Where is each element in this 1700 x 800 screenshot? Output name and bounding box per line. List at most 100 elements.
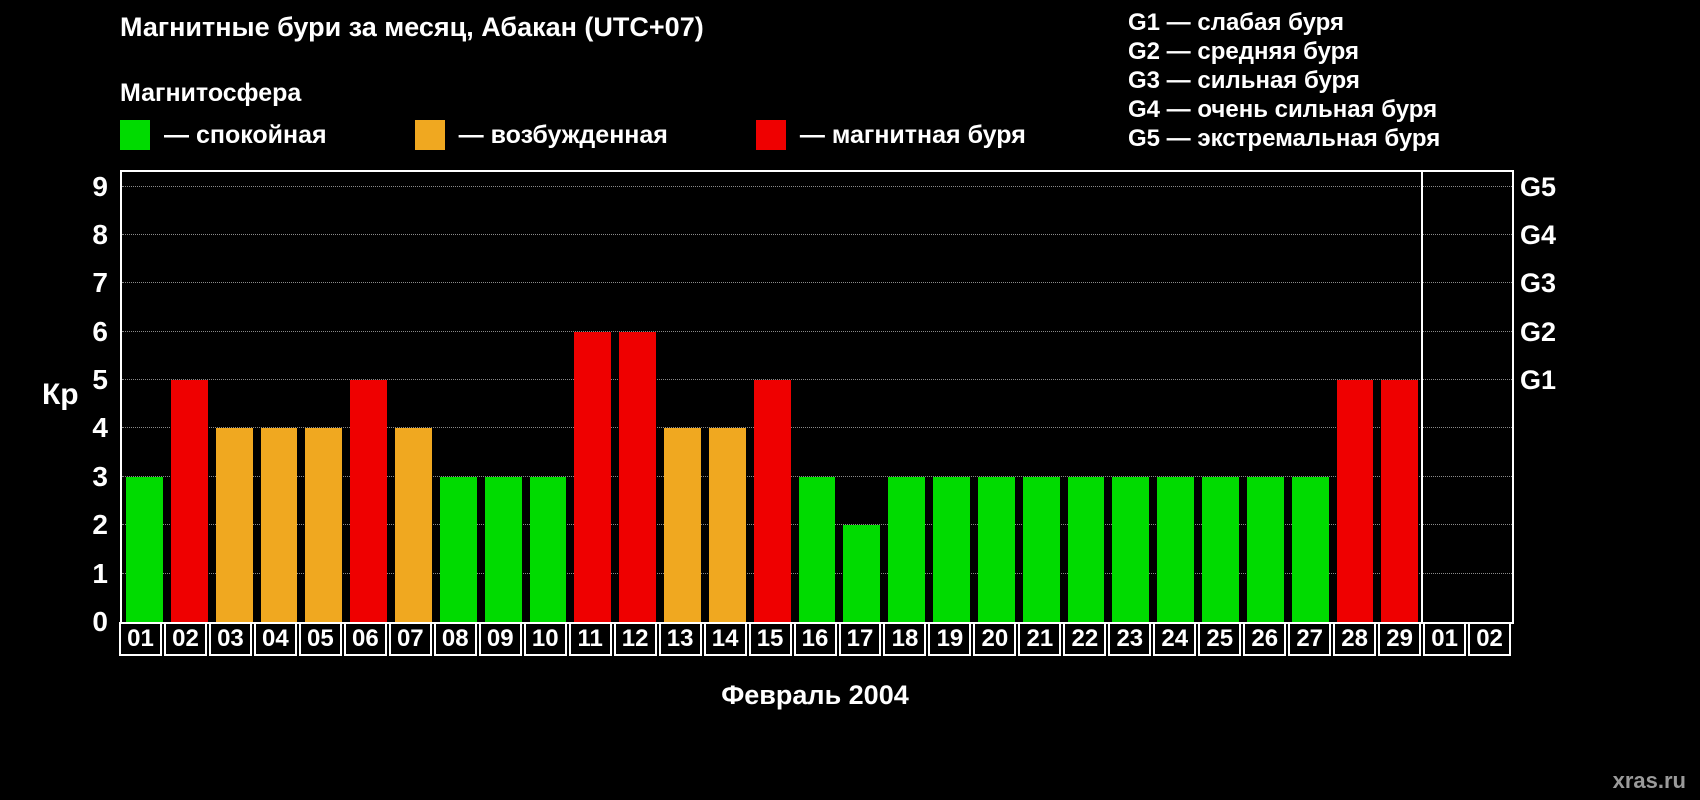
day-axis: 01 02 03 04 05 06 07 08 09 10 11 12 13 14 15 16 17 18 19 20… xyxy=(118,622,1512,656)
day-label-4: 05 xyxy=(298,622,342,656)
day-label-27: 28 xyxy=(1333,622,1377,656)
quiet-swatch-icon xyxy=(120,120,150,150)
month-label: Февраль 2004 xyxy=(721,680,909,710)
right-tick-G4: G4 xyxy=(1520,219,1557,250)
day-label-21: 22 xyxy=(1063,622,1107,656)
gridline xyxy=(122,475,1512,477)
bar-day-14 xyxy=(708,428,746,622)
bar-day-06 xyxy=(350,380,388,622)
bar-day-19 xyxy=(933,476,970,622)
day-label-24: 25 xyxy=(1198,622,1242,656)
bar-day-28 xyxy=(1336,380,1374,622)
g-legend-line: G1 — слабая буря xyxy=(1128,9,1345,36)
bar-day-11 xyxy=(574,331,612,622)
bar-day-13 xyxy=(664,428,701,622)
bar-day-15 xyxy=(753,380,791,622)
bar-day-20 xyxy=(977,476,1015,622)
right-tick-G3: G3 xyxy=(1520,268,1557,299)
legend-item-storm: — магнитная буря xyxy=(755,120,1026,150)
bar-day-26 xyxy=(1246,476,1284,622)
day-label-22: 23 xyxy=(1108,622,1152,656)
bar-day-18 xyxy=(888,476,926,622)
day-label-15: 16 xyxy=(793,622,837,656)
bar-day-08 xyxy=(439,476,477,622)
day-label-17: 18 xyxy=(883,622,927,656)
y-tick-4: 4 xyxy=(92,412,108,444)
legend-item-label: — возбужденная xyxy=(458,120,668,149)
y-tick-3: 3 xyxy=(92,460,108,492)
gridline xyxy=(122,379,1512,381)
bar-day-01 xyxy=(126,476,163,622)
day-label-20: 21 xyxy=(1018,622,1062,656)
day-label-29: 01 xyxy=(1423,622,1467,656)
mag-legend: — спокойная — возбужденная — магнитная бур… xyxy=(120,120,1114,150)
day-label-26: 27 xyxy=(1288,622,1332,656)
right-tick-G5: G5 xyxy=(1520,171,1557,202)
y-tick-5: 5 xyxy=(92,364,108,396)
legend-item-excited: — возбужденная xyxy=(414,120,668,150)
legend-item-quiet: — спокойная xyxy=(120,120,327,150)
y-tick-7: 7 xyxy=(92,267,108,299)
y-axis-title: Кр xyxy=(42,378,79,411)
g-legend-line: G2 — средняя буря xyxy=(1128,38,1359,65)
page-title: Магнитные бури за месяц, Абакан (UTC+07) xyxy=(120,12,704,42)
month-separator-line xyxy=(1421,172,1424,622)
bar-day-21 xyxy=(1022,476,1060,622)
y-tick-6: 6 xyxy=(92,315,108,347)
g-legend: G1 — слабая буря G2 — средняя буря G3 — си… xyxy=(1128,8,1440,153)
gridline xyxy=(122,233,1512,235)
day-label-8: 09 xyxy=(478,622,522,656)
day-label-14: 15 xyxy=(748,622,792,656)
right-axis-labels: G1 G2 G3 G4 G5 xyxy=(1520,172,1590,622)
bar-day-22 xyxy=(1067,476,1105,622)
y-tick-8: 8 xyxy=(92,218,108,250)
bar-day-25 xyxy=(1202,476,1239,622)
bar-day-09 xyxy=(484,476,522,622)
day-label-23: 24 xyxy=(1153,622,1197,656)
day-label-16: 17 xyxy=(838,622,882,656)
day-label-1: 02 xyxy=(163,622,207,656)
bar-day-29 xyxy=(1381,380,1419,622)
legend-title: Магнитосфера xyxy=(120,79,302,107)
gridline xyxy=(122,185,1512,187)
legend-item-label: — магнитная буря xyxy=(799,120,1026,149)
bar-day-12 xyxy=(619,331,657,622)
day-label-0: 01 xyxy=(119,622,162,656)
day-label-25: 26 xyxy=(1243,622,1287,656)
day-label-13: 14 xyxy=(703,622,747,656)
day-label-28: 29 xyxy=(1378,622,1422,656)
bar-day-27 xyxy=(1291,476,1329,622)
bar-day-07 xyxy=(395,428,432,622)
day-label-19: 20 xyxy=(973,622,1017,656)
day-label-7: 08 xyxy=(433,622,477,656)
bar-day-24 xyxy=(1157,476,1195,622)
right-tick-G2: G2 xyxy=(1520,316,1557,347)
plot-area xyxy=(120,170,1514,624)
right-tick-G1: G1 xyxy=(1520,365,1557,396)
y-tick-2: 2 xyxy=(92,509,108,541)
bar-day-03 xyxy=(215,428,253,622)
y-axis-labels: 0 1 2 3 4 5 6 7 8 9 xyxy=(48,170,108,637)
day-label-2: 03 xyxy=(208,622,252,656)
excited-swatch-icon xyxy=(414,120,445,150)
y-tick-0: 0 xyxy=(92,606,108,637)
day-label-30: 02 xyxy=(1468,622,1512,656)
day-label-12: 13 xyxy=(658,622,702,656)
day-label-10: 11 xyxy=(568,622,612,656)
day-label-6: 07 xyxy=(388,622,432,656)
gridline xyxy=(122,427,1512,429)
day-label-5: 06 xyxy=(343,622,387,656)
bar-day-10 xyxy=(529,476,567,622)
g-legend-line: G4 — очень сильная буря xyxy=(1128,96,1438,123)
day-label-3: 04 xyxy=(253,622,297,656)
day-label-11: 12 xyxy=(613,622,657,656)
bar-day-23 xyxy=(1112,476,1150,622)
gridline xyxy=(122,330,1512,332)
g-legend-line: G3 — сильная буря xyxy=(1128,67,1360,94)
day-label-18: 19 xyxy=(928,622,972,656)
bar-day-04 xyxy=(260,428,298,622)
legend-item-label: — спокойная xyxy=(164,120,327,149)
y-tick-9: 9 xyxy=(92,170,108,202)
y-tick-1: 1 xyxy=(92,557,108,589)
bar-day-17 xyxy=(843,525,881,622)
